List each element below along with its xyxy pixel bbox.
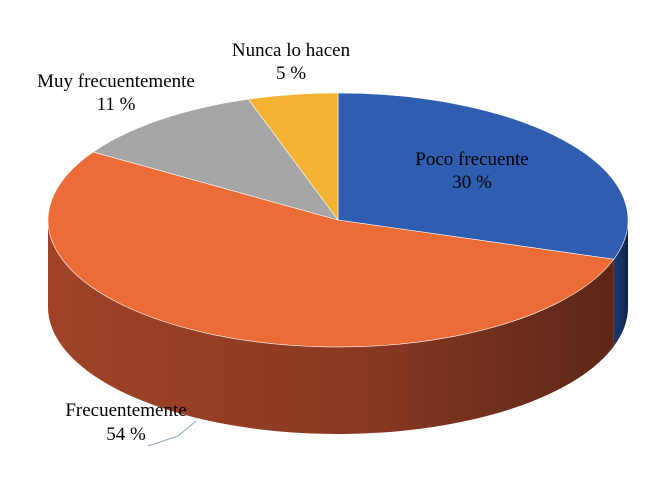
slice-label-frecuentemente: Frecuentemente: [65, 400, 186, 421]
slice-label-muy-frecuentemente: Muy frecuentemente: [37, 71, 195, 92]
leader-lines: [147, 420, 197, 447]
slice-nunca-lo-hacen: [247, 92, 339, 221]
slice-value-frecuentemente: 54 %: [106, 424, 146, 445]
slice-labels: Poco frecuente 30 % Frecuentemente 54 % …: [37, 40, 529, 445]
slice-value-poco-frecuente: 30 %: [452, 172, 492, 193]
slice-frecuentemente: [47, 151, 615, 348]
slice-side-shade-poco-frecuente: [613, 220, 629, 347]
slice-value-muy-frecuentemente: 11 %: [97, 94, 136, 115]
slice-value-nunca-lo-hacen: 5 %: [276, 63, 306, 84]
slice-side-shade-frecuentemente: [47, 220, 614, 435]
pie-slices: [47, 92, 629, 348]
slice-poco-frecuente: [337, 92, 629, 260]
slice-label-nunca-lo-hacen: Nunca lo hacen: [232, 40, 351, 61]
slice-muy-frecuentemente: [92, 98, 339, 221]
pie-sides: [47, 220, 629, 435]
leader-line-frecuentemente: [147, 420, 197, 447]
slice-label-poco-frecuente: Poco frecuente: [415, 149, 528, 170]
